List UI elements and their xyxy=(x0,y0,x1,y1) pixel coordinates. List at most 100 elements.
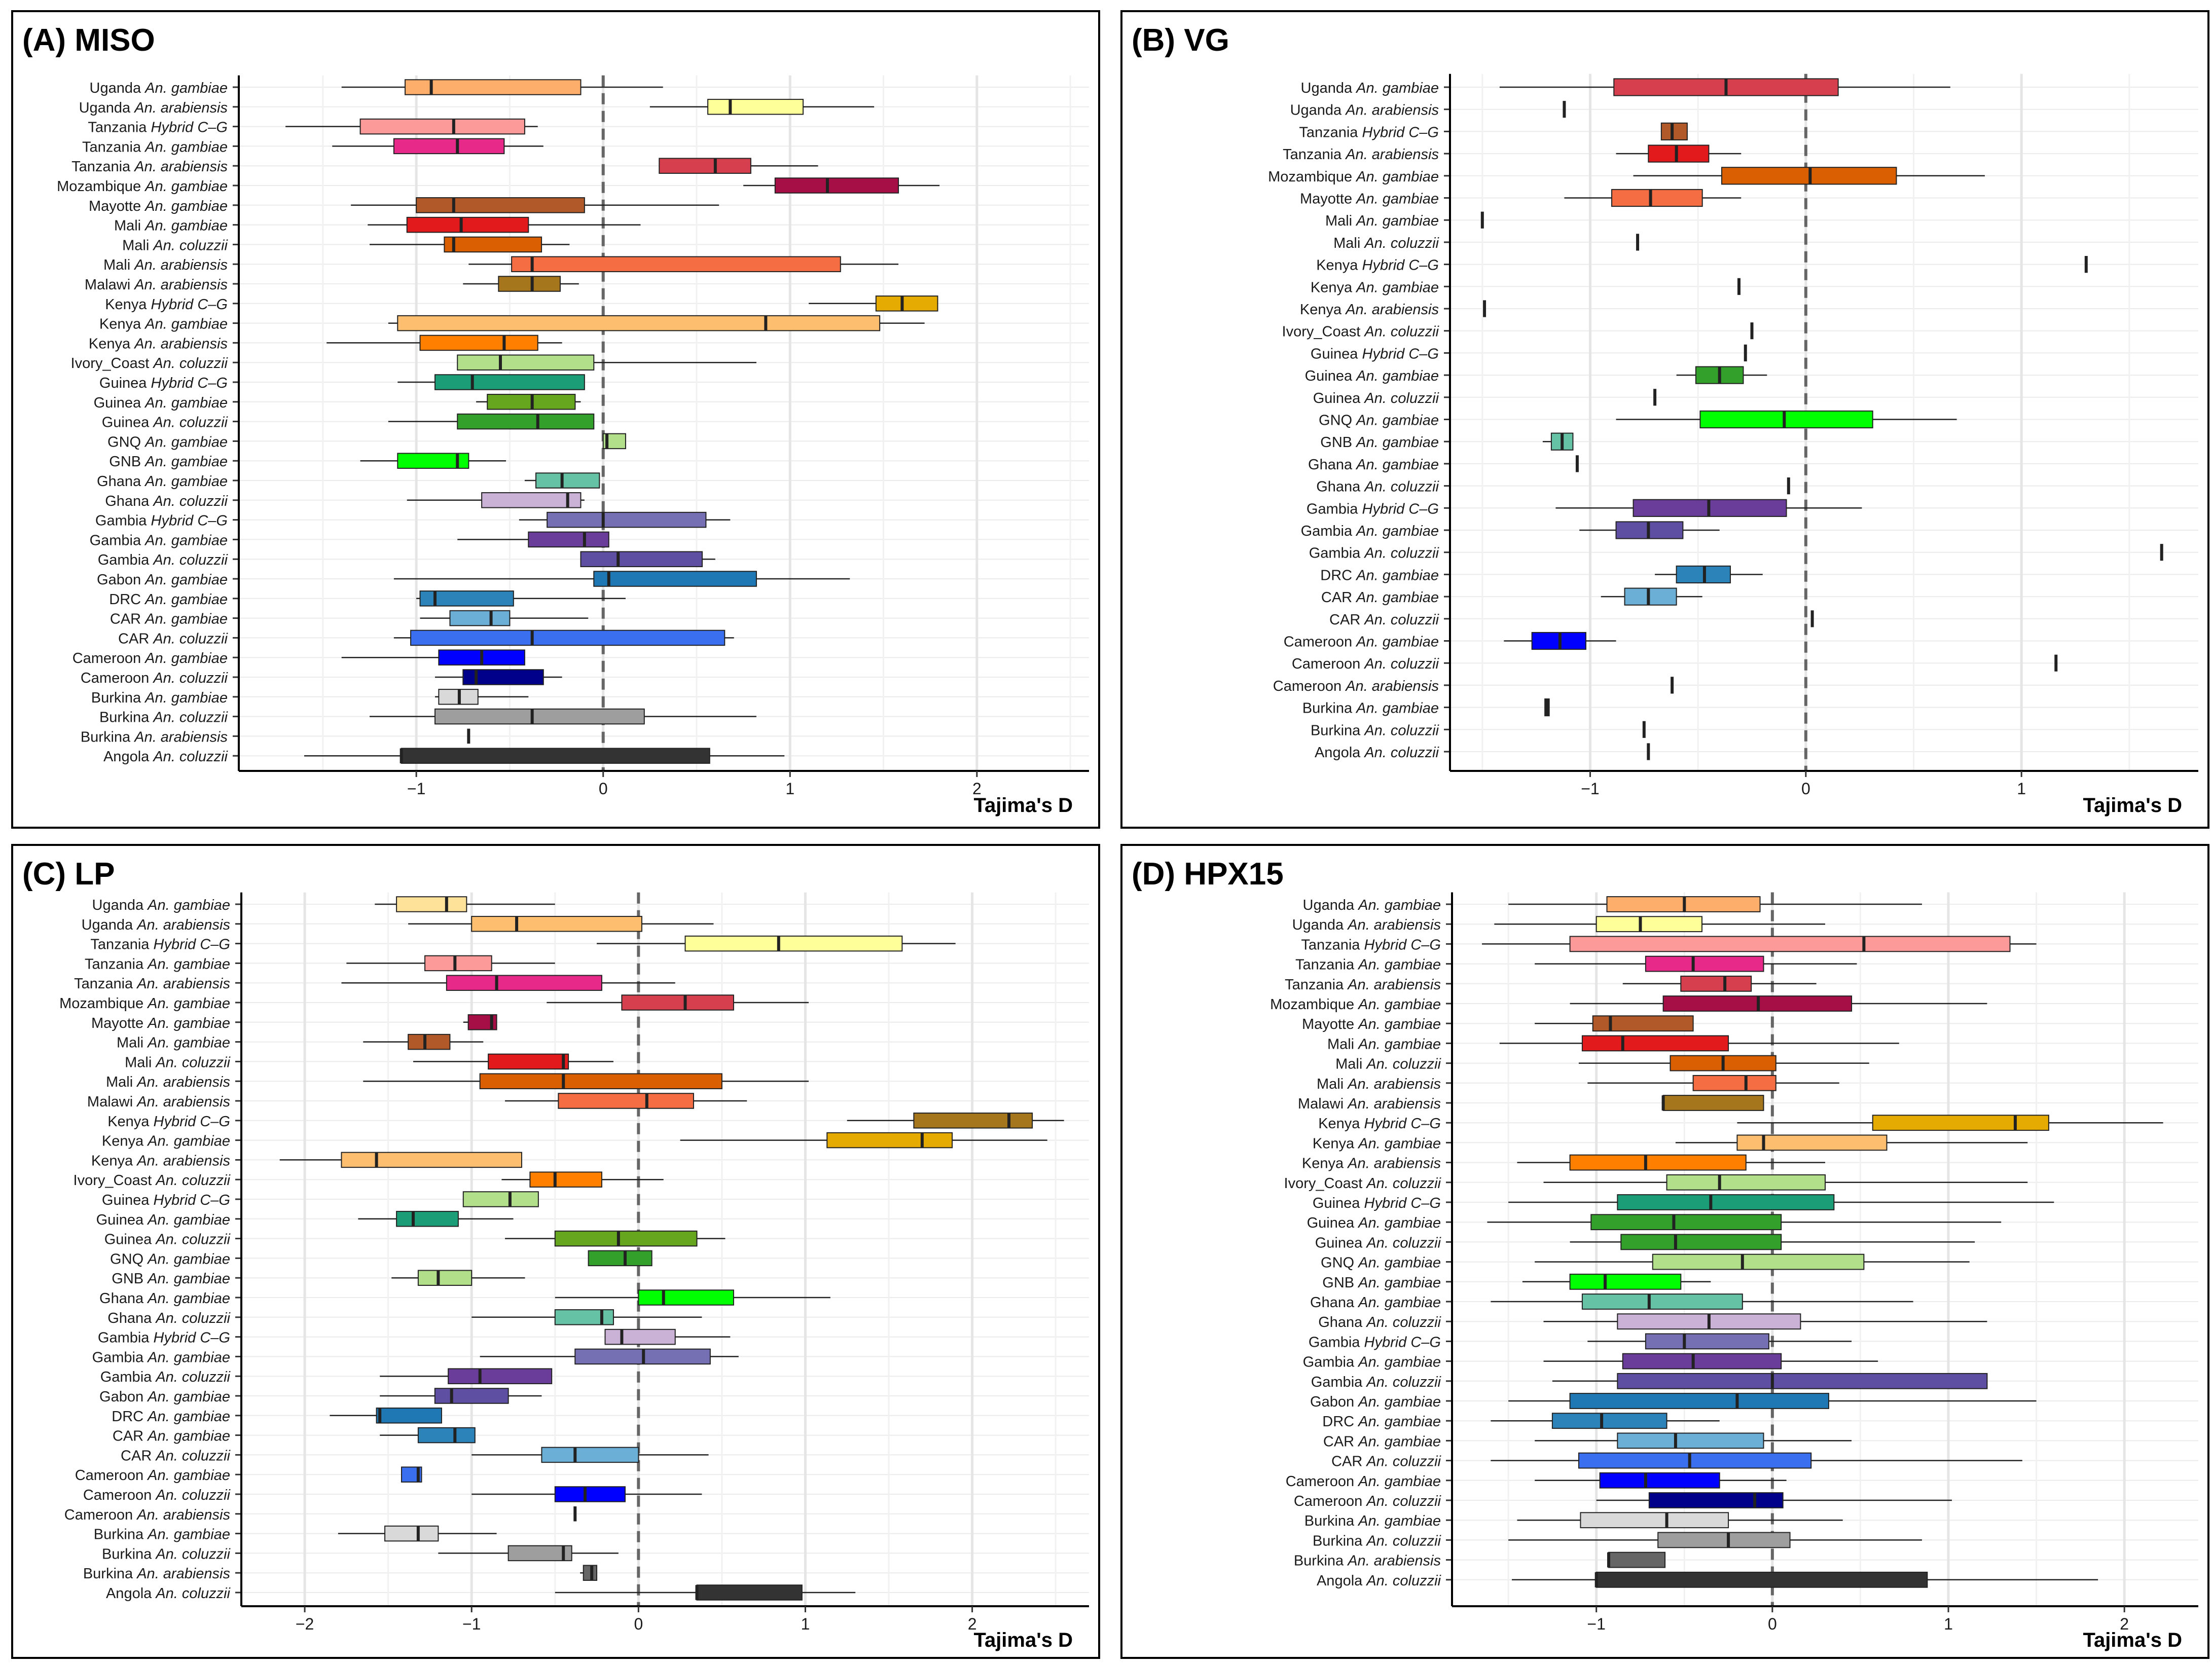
y-label-location: Gambia xyxy=(95,513,151,529)
y-tick-label: Tanzania An. gambiae xyxy=(85,956,230,972)
y-label-location: Tanzania xyxy=(1285,977,1348,993)
y-label-species: An. arabiensis xyxy=(133,277,228,293)
y-label-location: Tanzania xyxy=(71,159,134,175)
iqr-box xyxy=(535,472,600,489)
y-label-location: Kenya xyxy=(89,336,134,352)
iqr-box xyxy=(341,1152,522,1168)
y-label-species: An. gambiae xyxy=(147,1271,230,1287)
y-label-species: An. gambiae xyxy=(1357,957,1441,973)
y-label-location: CAR xyxy=(1321,589,1356,606)
y-label-location: CAR xyxy=(118,631,153,647)
y-label-species: An. gambiae xyxy=(144,178,228,195)
y-label-species: An. gambiae xyxy=(1357,1255,1441,1271)
y-tick-label: Ghana An. gambiae xyxy=(99,1290,230,1307)
y-label-location: DRC xyxy=(1322,1414,1358,1430)
y-label-location: Gambia xyxy=(1309,1334,1364,1350)
y-label-species: An. gambiae xyxy=(147,1015,230,1031)
y-tick-label: Guinea An. gambiae xyxy=(96,1212,230,1228)
y-label-species: An. coluzzii xyxy=(155,1369,231,1385)
y-tick-label: Guinea An. gambiae xyxy=(94,395,228,411)
x-tick-label: 2 xyxy=(972,780,982,798)
iqr-box xyxy=(659,158,751,174)
y-tick-label: Angola An. coluzzii xyxy=(103,749,229,765)
y-label-species: Hybrid C–G xyxy=(151,375,228,391)
iqr-box xyxy=(541,1447,639,1463)
y-label-location: Kenya xyxy=(105,297,151,313)
y-label-species: An. gambiae xyxy=(147,1133,230,1150)
y-tick-label: Ivory_Coast An. coluzzii xyxy=(1282,324,1440,340)
y-label-species: An. gambiae xyxy=(144,572,228,588)
y-label-species: An. gambiae xyxy=(144,690,228,706)
iqr-box xyxy=(1599,1472,1720,1489)
iqr-box xyxy=(621,994,734,1011)
y-label-location: Gambia xyxy=(1301,523,1357,539)
y-tick-label: Mali An. coluzzii xyxy=(122,237,228,253)
y-tick-label: Uganda An. arabiensis xyxy=(79,100,228,116)
iqr-box xyxy=(826,1132,953,1149)
y-tick-label: Burkina An. arabiensis xyxy=(81,729,228,745)
iqr-box xyxy=(684,935,903,952)
y-label-location: Guinea xyxy=(1305,368,1357,384)
y-label-location: Guinea xyxy=(1315,1235,1367,1251)
y-label-location: GNQ xyxy=(1319,413,1356,429)
y-tick-label: Cameroon An. coluzzii xyxy=(1294,1493,1442,1509)
y-label-species: An. coluzzii xyxy=(155,1585,231,1602)
y-label-location: Mali xyxy=(103,257,134,273)
iqr-box xyxy=(359,118,525,135)
y-label-location: Mozambique xyxy=(1270,996,1358,1013)
y-label-species: An. arabiensis xyxy=(136,976,230,992)
iqr-box xyxy=(471,916,642,932)
y-label-species: An. gambiae xyxy=(1355,523,1439,539)
y-label-location: Uganda xyxy=(82,917,137,933)
y-label-species: An. gambiae xyxy=(1357,1513,1441,1529)
y-label-location: Tanzania xyxy=(1283,146,1346,163)
y-label-location: Kenya xyxy=(1316,257,1362,274)
y-label-species: An. gambiae xyxy=(1355,700,1439,717)
y-tick-label: Burkina An. gambiae xyxy=(94,1527,230,1543)
y-tick-label: DRC An. gambiae xyxy=(1320,567,1439,583)
y-tick-label: Tanzania Hybrid C–G xyxy=(1299,124,1439,140)
iqr-box xyxy=(1736,1134,1888,1151)
iqr-box xyxy=(1569,1393,1829,1409)
y-tick-label: Mozambique An. gambiae xyxy=(1268,169,1439,185)
y-label-species: An. gambiae xyxy=(144,218,228,234)
y-tick-label: Cameroon An. arabiensis xyxy=(64,1507,230,1523)
y-tick-label: Tanzania An. arabiensis xyxy=(1283,146,1439,163)
y-label-species: An. arabiensis xyxy=(1347,1156,1441,1172)
iqr-box xyxy=(580,551,703,567)
y-label-location: Guinea xyxy=(102,415,154,431)
y-label-species: An. coluzzii xyxy=(152,415,228,431)
y-label-location: Ivory_Coast xyxy=(74,1172,156,1189)
iqr-box xyxy=(1569,1273,1682,1290)
y-label-location: Burkina xyxy=(1311,722,1364,738)
y-label-location: Uganda xyxy=(79,100,135,116)
iqr-box xyxy=(401,748,710,764)
y-label-species: An. coluzzii xyxy=(1363,324,1439,340)
x-tick-label: −1 xyxy=(1587,1615,1605,1633)
y-label-location: Gambia xyxy=(1309,545,1365,562)
y-label-location: Tanzania xyxy=(88,120,151,136)
y-label-location: Guinea xyxy=(94,395,146,411)
y-tick-label: Angola An. coluzzii xyxy=(1315,745,1440,761)
y-label-species: An. gambiae xyxy=(1357,1394,1441,1410)
y-label-location: Uganda xyxy=(1301,80,1357,96)
y-label-location: Burkina xyxy=(81,729,134,745)
iqr-box xyxy=(1648,1492,1784,1508)
y-tick-label: Ivory_Coast An. coluzzii xyxy=(1284,1175,1442,1192)
y-label-location: CAR xyxy=(1329,612,1364,628)
x-tick-label: 0 xyxy=(1801,780,1810,798)
y-label-location: Tanzania xyxy=(1301,937,1364,953)
iqr-box xyxy=(1590,1214,1782,1231)
y-label-species: An. coluzzii xyxy=(152,749,228,765)
x-tick-label: 2 xyxy=(968,1615,977,1633)
y-label-species: An. gambiae xyxy=(1357,1354,1441,1371)
x-tick-label: 1 xyxy=(2017,780,2026,798)
y-tick-label: Tanzania An. gambiae xyxy=(82,139,228,155)
y-label-species: An. gambiae xyxy=(1355,213,1439,229)
y-tick-label: Gambia An. gambiae xyxy=(92,1349,230,1365)
y-tick-label: Malawi An. arabiensis xyxy=(87,1094,230,1110)
iqr-box xyxy=(1660,122,1688,141)
y-tick-label: Cameroon An. gambiae xyxy=(72,650,228,667)
iqr-box xyxy=(457,354,595,371)
